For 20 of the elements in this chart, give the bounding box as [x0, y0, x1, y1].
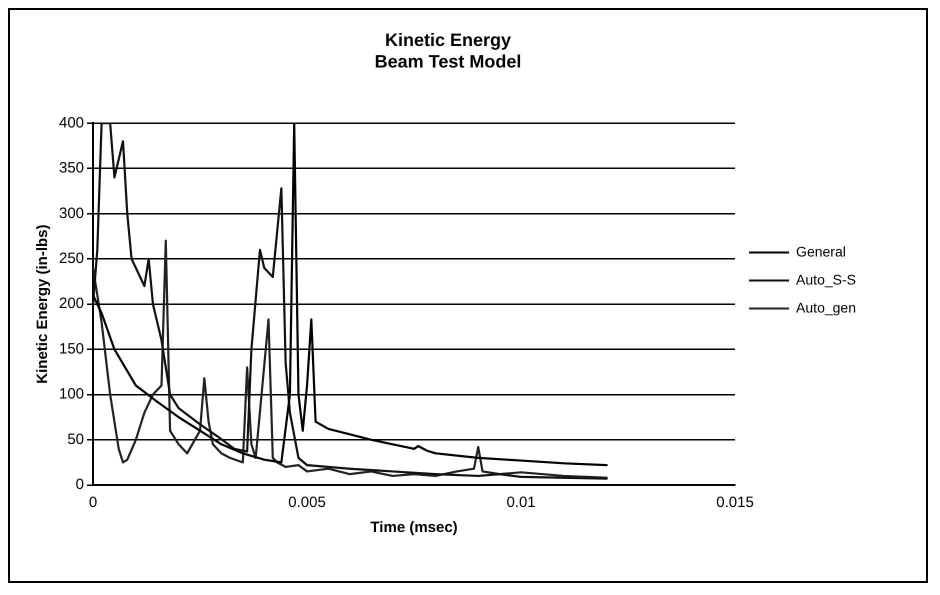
x-tick-label: 0.01 [506, 494, 536, 512]
y-tick-label: 300 [58, 204, 84, 222]
chart-subtitle: Beam Test Model [374, 51, 522, 72]
y-axis-title: Kinetic Energy (in-lbs) [34, 224, 52, 384]
legend-label: General [796, 243, 846, 260]
y-tick-label: 200 [58, 295, 84, 312]
x-tick-label: 0.015 [716, 494, 754, 512]
y-tick-label: 150 [58, 340, 84, 358]
x-tick-label: 0 [88, 494, 98, 512]
x-tick-label: 0.005 [288, 494, 326, 512]
y-tick-label: 350 [58, 160, 84, 177]
y-tick-label: 250 [58, 250, 84, 268]
y-tick-label: 50 [67, 430, 84, 448]
y-tick-label: 0 [76, 476, 84, 494]
y-tick-label: 100 [58, 386, 84, 403]
chart-title: Kinetic Energy [384, 30, 512, 50]
legend-label: Auto_S-S [796, 271, 856, 288]
legend-label: Auto_gen [796, 299, 856, 316]
y-tick-label: 400 [58, 114, 84, 132]
x-axis-title: Time (msec) [370, 519, 458, 536]
